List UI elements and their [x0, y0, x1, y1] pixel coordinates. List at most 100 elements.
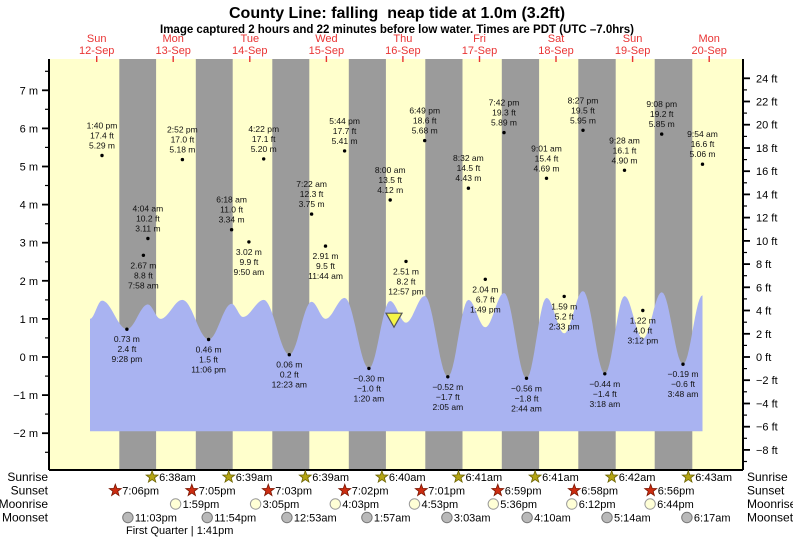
- day-name-label: Fri: [473, 33, 486, 45]
- tide-point-label: 5.95 m: [570, 115, 596, 125]
- left-axis-tick-label: 4 m: [20, 200, 38, 212]
- tide-point-dot: [247, 240, 251, 244]
- right-axis-tick-label: 16 ft: [756, 166, 777, 178]
- tide-point-label: 4.12 m: [377, 185, 403, 195]
- right-axis-tick-label: 10 ft: [756, 236, 777, 248]
- moonrise-icon: [408, 498, 421, 510]
- sunrise-icon: [144, 469, 160, 484]
- moonrise-time: 1:59pm: [183, 499, 220, 511]
- moonrise-time: 4:03pm: [342, 499, 379, 511]
- moonset-icon: [201, 511, 213, 524]
- day-date-label: 17-Sep: [462, 45, 497, 57]
- day-date-label: 19-Sep: [615, 45, 650, 57]
- sunrise-time: 6:42am: [619, 472, 656, 484]
- tide-point-label: 17.1 ft: [252, 134, 276, 144]
- tide-point-label: 8:27 pm: [568, 95, 599, 105]
- right-axis-tick-label: 14 ft: [756, 189, 777, 201]
- left-axis-tick-label: 5 m: [20, 162, 38, 174]
- tide-point-dot: [483, 277, 487, 281]
- sunrise-time: 6:41am: [542, 472, 579, 484]
- tide-point-label: −0.56 m: [511, 383, 542, 393]
- left-axis-tick-label: 3 m: [20, 238, 38, 250]
- right-axis-tick-label: 2 ft: [756, 329, 771, 341]
- tide-point-label: 7:22 am: [296, 179, 327, 189]
- left-axis-tick-label: 7 m: [20, 85, 38, 97]
- tide-point-label: 2.67 m: [130, 260, 156, 270]
- moonrise-time: 5:36pm: [500, 499, 537, 511]
- left-axis-tick-label: −1 m: [13, 390, 38, 402]
- sunrise-icon: [604, 469, 619, 484]
- tide-point-label: 11.0 ft: [220, 205, 244, 215]
- tide-point-dot: [180, 157, 185, 162]
- day-date-label: 20-Sep: [691, 45, 726, 57]
- tide-point-label: 11:44 am: [308, 271, 343, 281]
- tide-point-dot: [700, 162, 705, 166]
- tide-point-dot: [309, 212, 314, 216]
- tide-point-label: 6:18 am: [216, 195, 247, 205]
- day-date-label: 18-Sep: [538, 45, 573, 57]
- sunset-icon: [184, 483, 199, 497]
- right-axis-tick-label: 22 ft: [756, 97, 777, 109]
- tide-point-label: 3.34 m: [219, 215, 245, 225]
- tide-point-label: 3.75 m: [299, 199, 325, 209]
- tide-point-label: 8:00 am: [375, 165, 406, 175]
- sunset-icon: [337, 483, 352, 497]
- tide-point-label: 17.4 ft: [90, 131, 114, 141]
- tide-point-label: 19.2 ft: [650, 109, 674, 119]
- tide-point-label: 4.69 m: [534, 163, 560, 173]
- tide-point-label: 2.91 m: [313, 251, 339, 261]
- day-name-label: Sun: [623, 33, 643, 45]
- tide-point-dot: [206, 337, 211, 342]
- right-axis-tick-label: 18 ft: [756, 143, 777, 155]
- moonset-icon: [361, 511, 373, 524]
- tide-point-label: 2:52 pm: [167, 125, 198, 135]
- tide-point-dot: [502, 130, 506, 135]
- moonrise-row-label-left: Moonrise: [0, 497, 48, 511]
- tide-point-label: 17.0 ft: [171, 135, 195, 145]
- day-name-label: Sun: [87, 33, 107, 45]
- tide-point-label: 9:54 am: [687, 129, 718, 139]
- tide-point-dot: [641, 308, 645, 313]
- tide-point-dot: [367, 366, 371, 371]
- tide-point-label: 5.41 m: [332, 136, 358, 146]
- tide-point-label: 9.5 ft: [316, 261, 336, 271]
- tide-point-label: 9:01 am: [531, 143, 562, 153]
- sunset-icon: [643, 483, 658, 497]
- tide-point-label: 5.85 m: [649, 119, 675, 129]
- tide-point-label: 5.29 m: [89, 141, 115, 151]
- left-axis-tick-label: 2 m: [20, 276, 38, 288]
- tide-point-label: −0.44 m: [589, 379, 620, 389]
- tide-point-label: 8.2 ft: [397, 276, 417, 286]
- right-axis-tick-label: −4 ft: [756, 399, 778, 411]
- tide-point-label: 7:58 am: [128, 280, 159, 290]
- sunrise-time: 6:41am: [466, 472, 503, 484]
- moonrise-time: 6:12pm: [579, 499, 616, 511]
- tide-point-label: −0.6 ft: [671, 379, 696, 389]
- sunset-time: 7:03pm: [275, 486, 312, 498]
- tide-point-label: 7:42 pm: [489, 98, 520, 108]
- tide-point-dot: [446, 375, 450, 379]
- moon-phase-note: First Quarter | 1:41pm: [126, 525, 233, 537]
- moonset-time: 5:14am: [614, 513, 651, 525]
- tide-point-label: 2:05 am: [432, 402, 463, 412]
- sunrise-icon: [527, 469, 543, 484]
- tide-point-label: −1.4 ft: [593, 389, 618, 399]
- tide-point-label: −0.52 m: [432, 382, 463, 392]
- tide-point-dot: [141, 253, 146, 257]
- day-date-label: 14-Sep: [232, 45, 267, 57]
- tide-point-label: 5:44 pm: [329, 116, 360, 126]
- moonset-icon: [441, 511, 453, 524]
- page-subtitle: Image captured 2 hours and 22 minutes be…: [160, 24, 634, 36]
- tide-point-label: 12:57 pm: [388, 286, 423, 296]
- tide-point-dot: [125, 327, 129, 331]
- tide-point-label: 9.9 ft: [239, 257, 259, 267]
- sunrise-time: 6:43am: [695, 472, 732, 484]
- tide-point-label: 8.8 ft: [134, 270, 154, 280]
- tide-point-label: 5.89 m: [491, 118, 517, 128]
- moonrise-icon: [644, 498, 656, 510]
- sunset-row-label-left: Sunset: [11, 484, 49, 498]
- tide-point-label: 1:49 pm: [470, 304, 501, 314]
- tide-point-label: 10.2 ft: [136, 214, 160, 224]
- tide-point-dot: [524, 376, 529, 380]
